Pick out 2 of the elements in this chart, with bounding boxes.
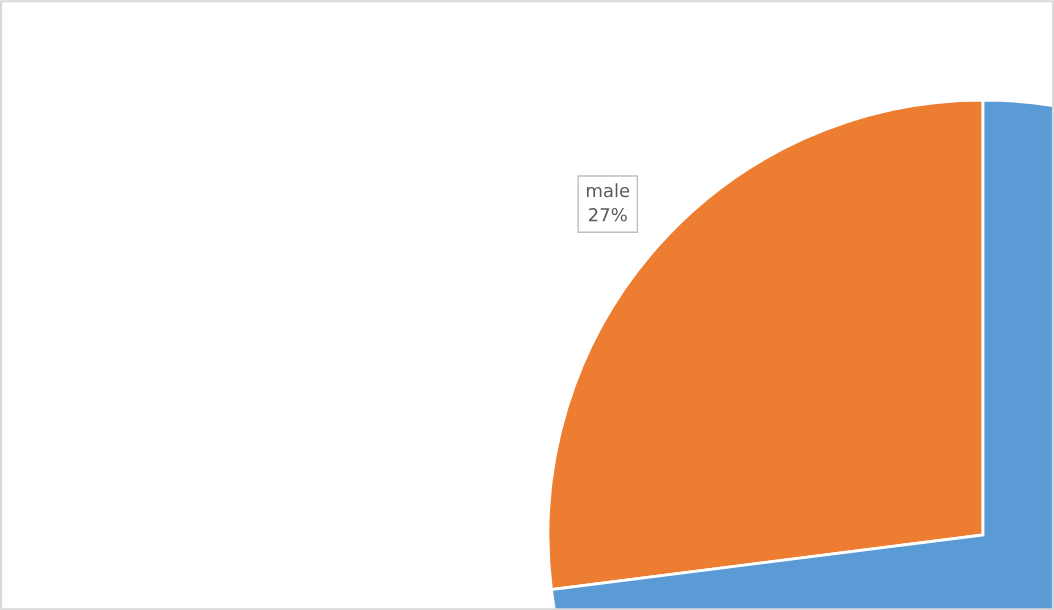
slice-label: male — [587, 183, 630, 198]
data-label: 27% — [589, 207, 627, 222]
